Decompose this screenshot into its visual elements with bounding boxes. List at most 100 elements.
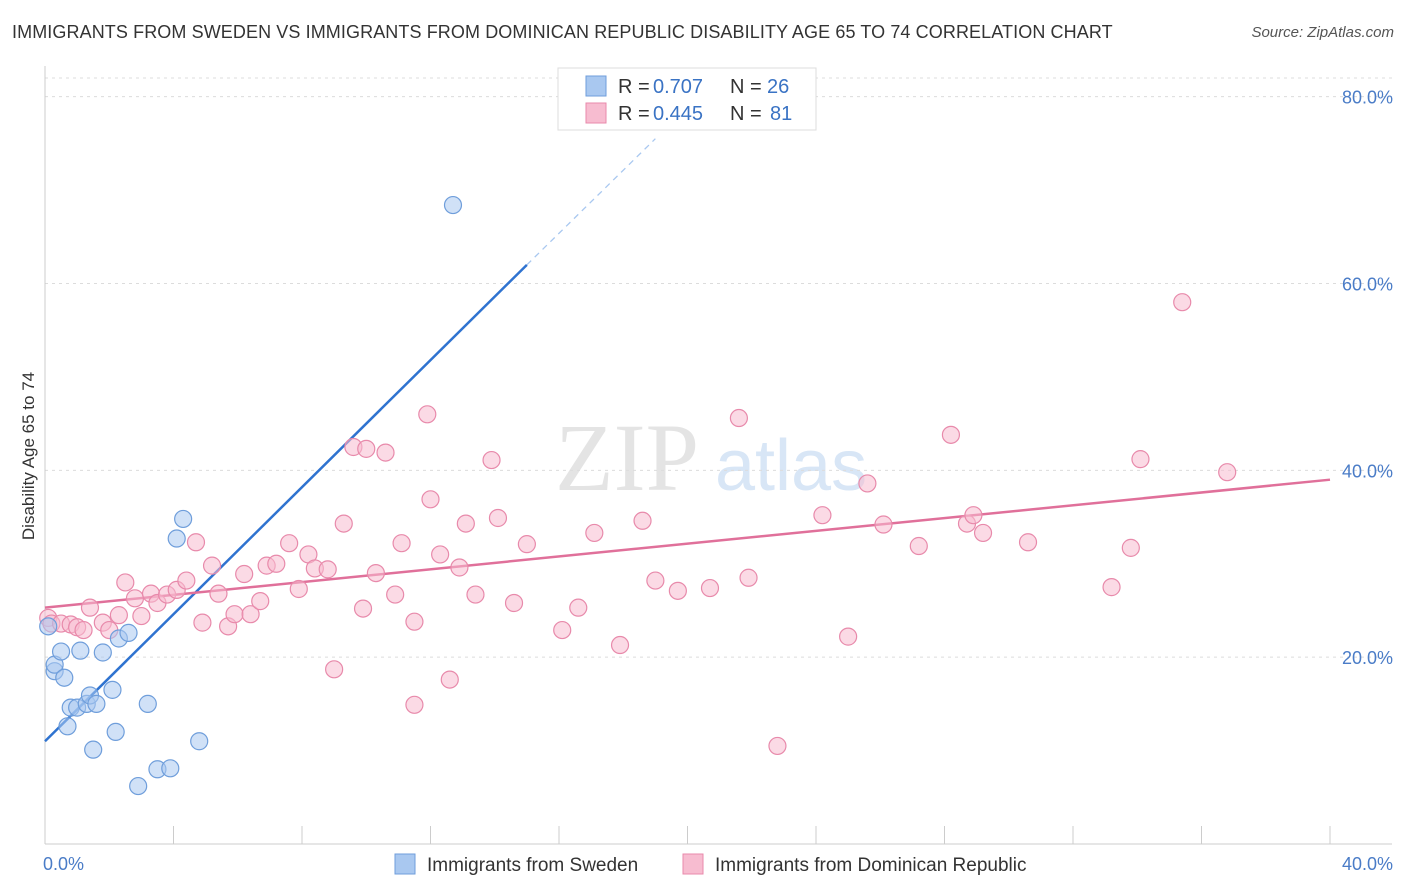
trend-line-1 xyxy=(44,478,1331,609)
legend-swatch-sweden xyxy=(585,75,607,97)
dominican-point-42 xyxy=(392,534,411,553)
dominican-point-64 xyxy=(729,408,749,428)
legend-r-value-2: 0.445 xyxy=(653,103,703,125)
dominican-point-70 xyxy=(874,515,893,534)
dominican-point-76 xyxy=(1018,533,1038,552)
dominican-point-53 xyxy=(488,508,508,528)
dominican-point-61 xyxy=(646,571,665,590)
watermark-zip: ZIP xyxy=(555,404,699,511)
legend-n-label-2: N = xyxy=(730,103,762,125)
dominican-point-55 xyxy=(517,535,536,554)
sweden-point-3 xyxy=(51,642,71,661)
dominican-point-79 xyxy=(1131,450,1150,469)
dominican-point-67 xyxy=(813,506,832,525)
y-tick-label-20: 20.0% xyxy=(1342,648,1393,668)
dominican-point-37 xyxy=(353,599,373,618)
dominican-point-39 xyxy=(366,563,385,583)
dominican-point-81 xyxy=(1218,463,1237,482)
dominican-point-80 xyxy=(1173,293,1192,312)
dominican-point-58 xyxy=(585,523,604,543)
dominican-point-43 xyxy=(405,612,424,631)
trend-lines xyxy=(44,138,1331,743)
bottom-legend-swatch-dominican xyxy=(682,853,704,875)
dominican-point-45 xyxy=(418,405,437,424)
dominican-point-6 xyxy=(80,598,100,617)
dominican-point-17 xyxy=(177,571,196,590)
dominican-point-57 xyxy=(569,598,588,617)
dominican-point-18 xyxy=(186,533,206,552)
legend-r-value-1: 0.707 xyxy=(653,76,703,98)
dominican-point-38 xyxy=(357,439,376,458)
chart-title: IMMIGRANTS FROM SWEDEN VS IMMIGRANTS FRO… xyxy=(12,22,1113,42)
dominican-point-5 xyxy=(74,620,93,640)
legend-n-value-2: 81 xyxy=(770,103,792,125)
sweden-point-8 xyxy=(71,641,90,660)
dominican-point-9 xyxy=(109,606,128,625)
y-tick-label-80: 80.0% xyxy=(1342,88,1393,108)
dominican-point-35 xyxy=(334,514,353,533)
sweden-point-22 xyxy=(167,529,186,548)
sweden-point-11 xyxy=(84,740,103,759)
dominican-point-24 xyxy=(235,564,254,584)
dominican-point-46 xyxy=(421,490,440,509)
dominican-point-51 xyxy=(466,585,485,604)
dominican-point-78 xyxy=(1121,538,1140,557)
sweden-point-19 xyxy=(138,694,157,713)
dominican-point-71 xyxy=(909,536,928,556)
y-tick-label-40: 40.0% xyxy=(1342,461,1393,481)
dominican-point-41 xyxy=(386,585,405,604)
dominican-point-59 xyxy=(610,635,630,655)
sweden-point-13 xyxy=(93,643,112,662)
dominican-point-74 xyxy=(964,506,983,525)
dominican-point-66 xyxy=(768,736,787,756)
dominican-point-12 xyxy=(132,606,151,626)
dominican-point-63 xyxy=(700,578,720,598)
dominican-point-34 xyxy=(325,660,344,679)
trend-line-extension-0 xyxy=(526,138,656,266)
dominican-point-48 xyxy=(440,670,459,689)
tick-labels: 20.0% 40.0% 60.0% 80.0% 0.0% 40.0% xyxy=(43,88,1393,874)
y-axis-label: Disability Age 65 to 74 xyxy=(19,372,38,540)
dominican-point-10 xyxy=(116,573,135,592)
dominican-point-47 xyxy=(431,545,450,564)
sweden-point-15 xyxy=(106,722,125,742)
sweden-point-0 xyxy=(39,617,58,636)
dominican-point-75 xyxy=(973,523,993,543)
legend-r-label-2: R = xyxy=(618,103,650,125)
legend-r-label-1: R = xyxy=(618,76,650,98)
dominican-point-60 xyxy=(633,511,652,530)
sweden-point-18 xyxy=(129,776,148,796)
sweden-point-23 xyxy=(174,509,193,529)
dominican-point-33 xyxy=(318,560,337,579)
data-points xyxy=(39,195,1237,796)
bottom-legend-label-sweden: Immigrants from Sweden xyxy=(427,855,638,876)
dominican-point-44 xyxy=(405,695,424,714)
sweden-point-21 xyxy=(161,759,180,778)
dominican-point-40 xyxy=(376,443,395,462)
dominican-point-68 xyxy=(839,627,858,646)
trend-line-0 xyxy=(44,263,528,743)
dominican-point-20 xyxy=(202,556,222,575)
legend-swatch-dominican xyxy=(585,102,607,124)
sweden-point-25 xyxy=(443,195,463,215)
sweden-point-17 xyxy=(119,623,138,642)
dominican-point-29 xyxy=(280,534,299,553)
axes xyxy=(44,66,1392,845)
sweden-point-14 xyxy=(103,680,122,699)
legend-n-value-1: 26 xyxy=(767,76,789,98)
dominican-point-28 xyxy=(267,554,286,573)
source-label: Source: ZipAtlas.com xyxy=(1251,24,1394,41)
dominican-point-26 xyxy=(251,592,270,611)
x-tick-label-start: 0.0% xyxy=(43,854,84,874)
dominican-point-54 xyxy=(504,593,524,613)
dominican-point-65 xyxy=(739,568,758,587)
dominican-point-21 xyxy=(209,584,228,603)
dominican-point-30 xyxy=(289,579,308,599)
dominican-point-62 xyxy=(668,581,687,600)
sweden-point-24 xyxy=(190,732,209,751)
dominican-point-72 xyxy=(941,425,961,444)
dominican-point-49 xyxy=(450,558,469,577)
dominican-point-11 xyxy=(125,589,145,608)
dominican-point-25 xyxy=(241,605,260,624)
dominican-point-77 xyxy=(1102,578,1121,597)
